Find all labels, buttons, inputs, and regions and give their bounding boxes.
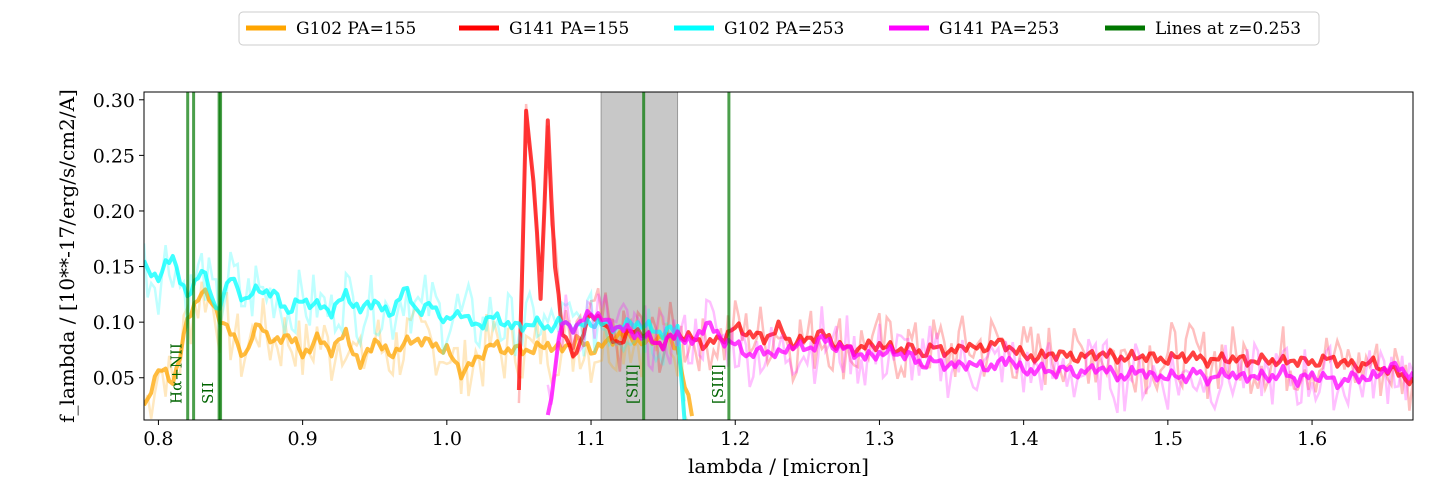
g102-pa-253-line: [144, 254, 687, 420]
y-axis-label: f_lambda / [10**-17/erg/s/cm2/A]: [55, 89, 79, 423]
y-tick-label: 0.15: [93, 257, 135, 279]
legend-label-g102-pa-253: G102 PA=253: [724, 19, 844, 39]
legend-label-g102-pa-155: G102 PA=155: [296, 19, 416, 39]
x-tick-label: 1.1: [576, 428, 606, 450]
plot-area: Hα+NII SII [SIII] [SIII]: [144, 92, 1413, 420]
x-tick-label: 0.8: [143, 428, 173, 450]
legend-box: [238, 11, 1320, 46]
x-tick-label: 1.5: [1153, 428, 1183, 450]
shaded-region: [600, 92, 679, 420]
y-tick-label: 0.10: [93, 312, 135, 334]
plot-content: Hα+NII SII [SIII] [SIII]: [144, 92, 1413, 420]
g102-pa-155-line: [144, 287, 694, 417]
emission-line-label: [SIII]: [624, 364, 642, 404]
x-tick-label: 1.2: [720, 428, 750, 450]
legend-label-g141-pa-253: G141 PA=253: [939, 19, 1059, 39]
g102-pa-253-raw-line: [144, 243, 687, 402]
x-tick-label: 1.0: [432, 428, 462, 450]
legend: G102 PA=155 G141 PA=155 G102 PA=253 G141 PA…: [238, 11, 1320, 46]
emission-line-label: SII: [199, 382, 217, 404]
y-tick-label: 0.20: [93, 201, 135, 223]
emission-line-label: Hα+NII: [168, 343, 186, 404]
x-tick-label: 1.4: [1009, 428, 1039, 450]
g141-pa-253-raw-line: [546, 293, 1413, 414]
legend-label-lines-at-z-0-253: Lines at z=0.253: [1155, 19, 1301, 39]
legend-label-g141-pa-155: G141 PA=155: [509, 19, 629, 39]
g141-pa-253-line: [545, 309, 1413, 416]
emission-line-label: [SIII]: [709, 364, 727, 404]
x-tick-label: 1.3: [864, 428, 894, 450]
y-tick-label: 0.05: [93, 368, 135, 390]
x-tick-label: 0.9: [288, 428, 318, 450]
axes: 0.8 0.9 1.0 1.1 1.2 1.3 1.4 1.5 1.6 0.05 0.10 0.15 0…: [93, 90, 1414, 450]
x-tick-label: 1.6: [1297, 428, 1327, 450]
y-tick-label: 0.30: [93, 90, 135, 112]
plot-frame: [143, 91, 1414, 421]
y-tick-label: 0.25: [93, 145, 135, 167]
x-axis-label: lambda / [micron]: [688, 454, 869, 478]
